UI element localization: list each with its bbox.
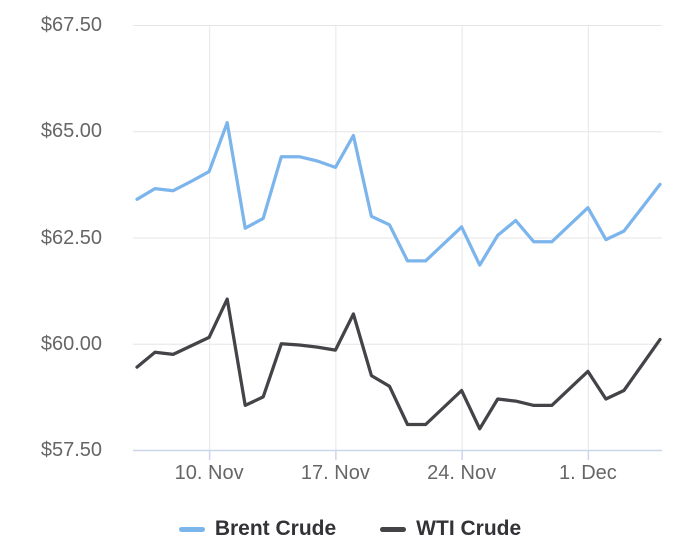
legend: Brent Crude WTI Crude xyxy=(0,517,700,541)
x-axis-line xyxy=(133,449,662,460)
wti-line-swatch-icon xyxy=(380,526,407,532)
y-axis-tick-label: $57.50 xyxy=(40,439,102,461)
x-axis-tick-label: 17. Nov xyxy=(300,462,370,484)
legend-item-brent[interactable]: Brent Crude xyxy=(178,517,337,541)
legend-item-wti[interactable]: WTI Crude xyxy=(380,517,521,541)
plot-area xyxy=(133,25,662,460)
x-axis-tick-label: 1. Dec xyxy=(558,462,617,484)
y-axis-tick-label: $62.50 xyxy=(40,226,102,249)
brent-line-swatch-icon xyxy=(178,526,205,532)
series-line-wti-crude xyxy=(135,297,662,431)
legend-label-wti: WTI Crude xyxy=(416,517,522,540)
x-axis-tick-label: 10. Nov xyxy=(174,462,244,484)
series-line-brent-crude xyxy=(135,121,662,267)
x-axis-tick-label: 24. Nov xyxy=(427,462,497,484)
y-axis-tick-label: $65.00 xyxy=(40,120,102,143)
legend-label-brent: Brent Crude xyxy=(214,517,337,540)
y-axis-tick-label: $67.50 xyxy=(40,14,102,36)
series-lines xyxy=(135,121,662,431)
y-axis-tick-label: $60.00 xyxy=(40,332,102,355)
